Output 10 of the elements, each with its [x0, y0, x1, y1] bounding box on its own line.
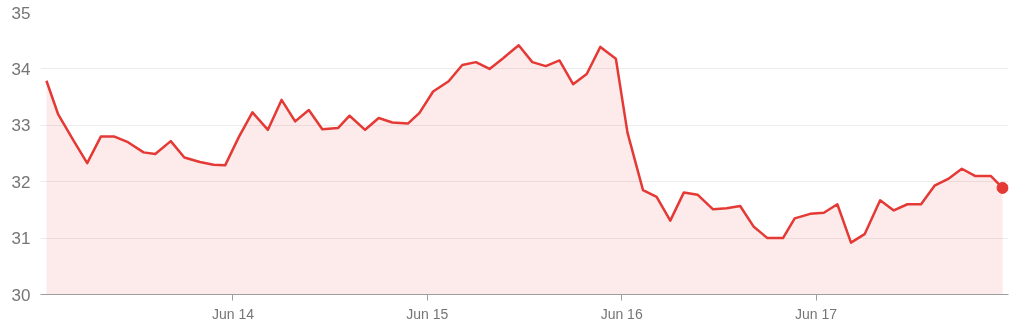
- y-tick-label: 35: [11, 3, 31, 23]
- y-tick-label: 30: [11, 285, 31, 305]
- y-tick-label: 32: [11, 172, 31, 192]
- x-tick-label: Jun 17: [795, 305, 838, 322]
- x-tick-label: Jun 15: [406, 305, 449, 322]
- y-tick-label: 33: [11, 116, 31, 136]
- y-tick-label: 34: [11, 59, 31, 79]
- x-tick-label: Jun 16: [600, 305, 643, 322]
- y-tick-label: 31: [11, 229, 31, 249]
- x-tick-label: Jun 14: [211, 305, 255, 322]
